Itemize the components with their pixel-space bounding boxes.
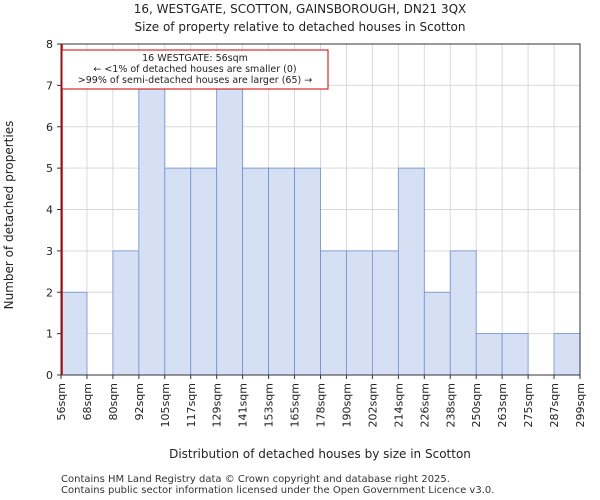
histogram-bar [190,167,218,376]
y-axis-label: Number of detached properties [2,121,16,310]
y-tick-label: 5 [46,162,53,175]
histogram-bar [164,167,192,376]
chart-title: 16, WESTGATE, SCOTTON, GAINSBOROUGH, DN2… [134,2,467,16]
y-tick-label: 8 [46,38,53,51]
histogram-bar [112,250,140,376]
y-tick-label: 7 [46,79,53,92]
footer-copyright: Contains HM Land Registry data © Crown c… [61,474,450,485]
histogram-bar [216,84,244,376]
x-tick-label: 80sqm [107,383,120,420]
x-axis: 56sqm 68sqm 80sqm 92sqm 105sqm 117sqm 129sqm 14… [55,375,587,427]
histogram-bar [449,250,477,376]
footer-licence: Contains public sector information licen… [61,485,495,496]
x-tick-label: 263sqm [496,383,509,427]
x-tick-label: 141sqm [237,383,250,427]
x-tick-label: 299sqm [574,383,587,427]
x-tick-label: 190sqm [340,383,353,427]
chart-subtitle: Size of property relative to detached ho… [135,20,466,34]
bar-layer [60,84,581,376]
x-tick-label: 153sqm [263,383,276,427]
histogram-bar [553,333,581,376]
y-tick-label: 3 [46,245,53,258]
histogram-bar [294,167,321,376]
histogram-bar [423,291,451,376]
x-tick-label: 105sqm [159,383,172,427]
histogram-bar [320,250,347,376]
x-tick-label: 92sqm [133,383,146,420]
x-tick-label: 250sqm [470,383,483,427]
histogram-bar [138,84,166,376]
annotation-box: 16 WESTGATE: 56sqm ← <1% of detached hou… [61,49,329,90]
histogram-bar [60,291,88,376]
annotation-line-1: 16 WESTGATE: 56sqm [142,53,248,64]
annotation-line-3: >99% of semi-detached houses are larger … [78,75,312,86]
histogram-bar [268,167,295,376]
x-tick-label: 238sqm [444,383,457,427]
annotation-line-2: ← <1% of detached houses are smaller (0) [93,64,296,75]
x-tick-label: 287sqm [548,383,561,427]
histogram-bar [501,333,529,376]
histogram-bar [397,167,425,376]
y-tick-label: 0 [46,369,53,382]
y-tick-label: 1 [46,328,53,341]
x-tick-label: 129sqm [211,383,224,427]
x-tick-label: 68sqm [81,383,94,420]
histogram-bar [475,333,503,376]
x-tick-label: 117sqm [185,383,198,427]
histogram-bar [346,250,373,376]
y-tick-label: 4 [46,204,53,217]
histogram-bar [242,167,269,376]
x-tick-label: 56sqm [55,383,68,420]
x-tick-label: 165sqm [289,383,302,427]
x-axis-label: Distribution of detached houses by size … [169,447,471,461]
histogram-bar [371,250,399,376]
y-tick-label: 6 [46,121,53,134]
annotation-border [61,49,329,90]
x-tick-label: 275sqm [522,383,535,427]
x-tick-label: 214sqm [392,383,405,427]
y-tick-label: 2 [46,286,53,299]
x-tick-label: 178sqm [315,383,328,427]
x-tick-label: 202sqm [366,383,379,427]
y-axis: 0 1 2 3 4 5 6 7 8 [46,38,61,382]
x-tick-label: 226sqm [418,383,431,427]
